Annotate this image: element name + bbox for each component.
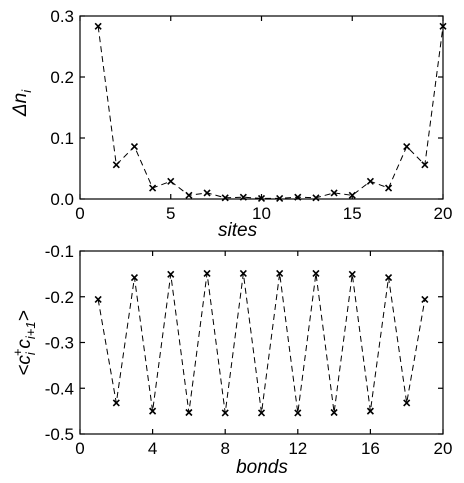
x-tick-label: 0 bbox=[75, 204, 84, 223]
data-point-marker bbox=[257, 409, 266, 417]
data-point-marker bbox=[149, 184, 157, 192]
data-point-marker bbox=[112, 399, 120, 407]
data-point-marker bbox=[348, 270, 356, 278]
data-point-marker bbox=[384, 184, 393, 192]
x-tick-label: 16 bbox=[361, 439, 380, 458]
data-point-marker bbox=[294, 193, 302, 201]
data-point-marker bbox=[257, 194, 266, 202]
y-tick-label: -0.2 bbox=[45, 288, 74, 307]
y-tick-label: 0.3 bbox=[50, 7, 74, 26]
data-point-marker bbox=[366, 407, 374, 415]
x-tick-label: 10 bbox=[252, 204, 271, 223]
data-point-marker bbox=[94, 22, 102, 30]
y-tick-label: 0.1 bbox=[50, 129, 74, 148]
data-point-marker bbox=[421, 161, 429, 169]
tick-group-top: 0 5 10 15 20 0.0 0.1 0.2 0.3 bbox=[50, 7, 452, 223]
series-line bbox=[97, 26, 444, 199]
data-point-marker bbox=[221, 409, 229, 417]
data-point-marker bbox=[94, 295, 102, 304]
series-group-top bbox=[94, 22, 447, 202]
data-point-marker bbox=[439, 22, 447, 30]
series-line bbox=[97, 273, 426, 414]
series-group-bottom bbox=[94, 269, 429, 417]
panel-bond-correlation: 0 4 8 12 16 20 -0.5 -0.4 -0.3 -0.2 -0.1 bonds <ci+… bbox=[10, 242, 452, 478]
y-axis-label-bottom: <ci+ci+1> bbox=[10, 310, 38, 375]
data-point-marker bbox=[203, 189, 211, 197]
x-tick-label: 5 bbox=[166, 204, 175, 223]
data-point-marker bbox=[348, 191, 356, 199]
data-point-marker bbox=[312, 194, 320, 202]
data-point-marker bbox=[276, 194, 284, 202]
tick-group-bottom: 0 4 8 12 16 20 -0.5 -0.4 -0.3 -0.2 -0.1 bbox=[45, 242, 453, 458]
data-point-marker bbox=[149, 407, 157, 415]
data-point-marker bbox=[221, 194, 229, 202]
plot-frame-top bbox=[79, 15, 444, 200]
y-tick-label: -0.1 bbox=[45, 242, 74, 261]
y-axis-label-top: Δni bbox=[10, 89, 34, 117]
data-point-marker bbox=[112, 161, 120, 169]
data-point-marker bbox=[421, 295, 429, 304]
y-tick-label: 0.0 bbox=[50, 190, 74, 209]
y-tick-label: -0.3 bbox=[45, 334, 74, 353]
x-axis-label-top: sites bbox=[218, 220, 258, 241]
data-point-marker bbox=[276, 269, 284, 277]
data-point-marker bbox=[239, 269, 247, 277]
data-point-marker bbox=[239, 193, 247, 201]
x-tick-label: 0 bbox=[75, 439, 84, 458]
data-point-marker bbox=[167, 177, 175, 185]
panel-site-density: 0 5 10 15 20 0.0 0.1 0.2 0.3 sites Δni bbox=[10, 7, 452, 241]
data-point-marker bbox=[167, 270, 175, 278]
y-tick-label: -0.4 bbox=[45, 379, 74, 398]
x-tick-label: 20 bbox=[434, 204, 453, 223]
y-tick-label: 0.2 bbox=[50, 68, 74, 87]
x-tick-label: 8 bbox=[220, 439, 229, 458]
x-axis-label-bottom: bonds bbox=[236, 457, 288, 478]
data-point-marker bbox=[403, 399, 411, 407]
x-tick-label: 12 bbox=[288, 439, 307, 458]
data-point-marker bbox=[203, 269, 211, 277]
data-point-marker bbox=[130, 273, 139, 282]
data-point-marker bbox=[294, 409, 302, 417]
data-point-marker bbox=[330, 408, 338, 417]
data-point-marker bbox=[185, 191, 193, 199]
x-tick-label: 20 bbox=[434, 439, 453, 458]
y-tick-label: -0.5 bbox=[45, 425, 74, 444]
data-point-marker bbox=[185, 408, 193, 417]
data-point-marker bbox=[312, 269, 320, 277]
data-point-marker bbox=[366, 177, 374, 185]
x-tick-label: 4 bbox=[148, 439, 157, 458]
data-point-marker bbox=[403, 142, 411, 151]
data-point-marker bbox=[130, 142, 139, 151]
data-point-marker bbox=[384, 273, 393, 282]
x-tick-label: 15 bbox=[343, 204, 362, 223]
data-point-marker bbox=[330, 189, 338, 197]
